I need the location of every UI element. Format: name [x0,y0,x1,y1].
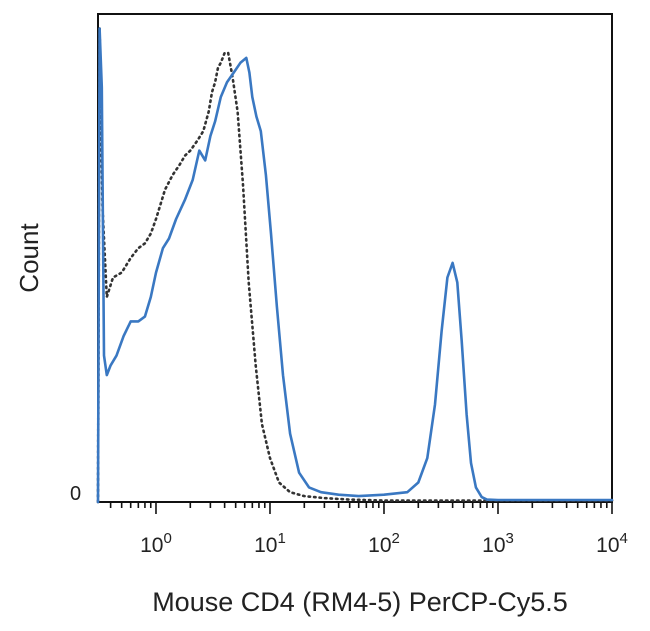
x-tick-label-exponent: 2 [392,530,400,547]
series-line-cd4 [96,27,614,504]
x-axis-label: Mouse CD4 (RM4-5) PerCP-Cy5.5 [152,587,568,617]
x-tick-label: 100 [140,530,172,557]
x-tick-label-exponent: 0 [163,530,171,547]
plot-frame [97,13,613,503]
x-tick-label-exponent: 1 [277,530,285,547]
x-tick-label: 101 [254,530,286,557]
x-tick-labels: 100 101 102 103 104 [140,530,628,557]
x-tick-label: 102 [368,530,400,557]
x-tick-label-base: 10 [254,534,277,557]
x-tick-label-exponent: 3 [506,530,514,547]
series-line-isotype-control [96,27,614,504]
x-tick-label: 104 [596,530,628,557]
x-tick-label: 103 [482,530,514,557]
y-tick-label-0: 0 [70,483,81,505]
x-tick-marks [109,502,613,514]
y-axis-label: Count [14,223,44,293]
x-tick-label-base: 10 [482,534,505,557]
x-tick-label-base: 10 [140,534,163,557]
x-tick-label-base: 10 [596,534,619,557]
x-tick-label-exponent: 4 [620,530,628,547]
series-layer [96,27,614,504]
x-tick-label-base: 10 [368,534,391,557]
